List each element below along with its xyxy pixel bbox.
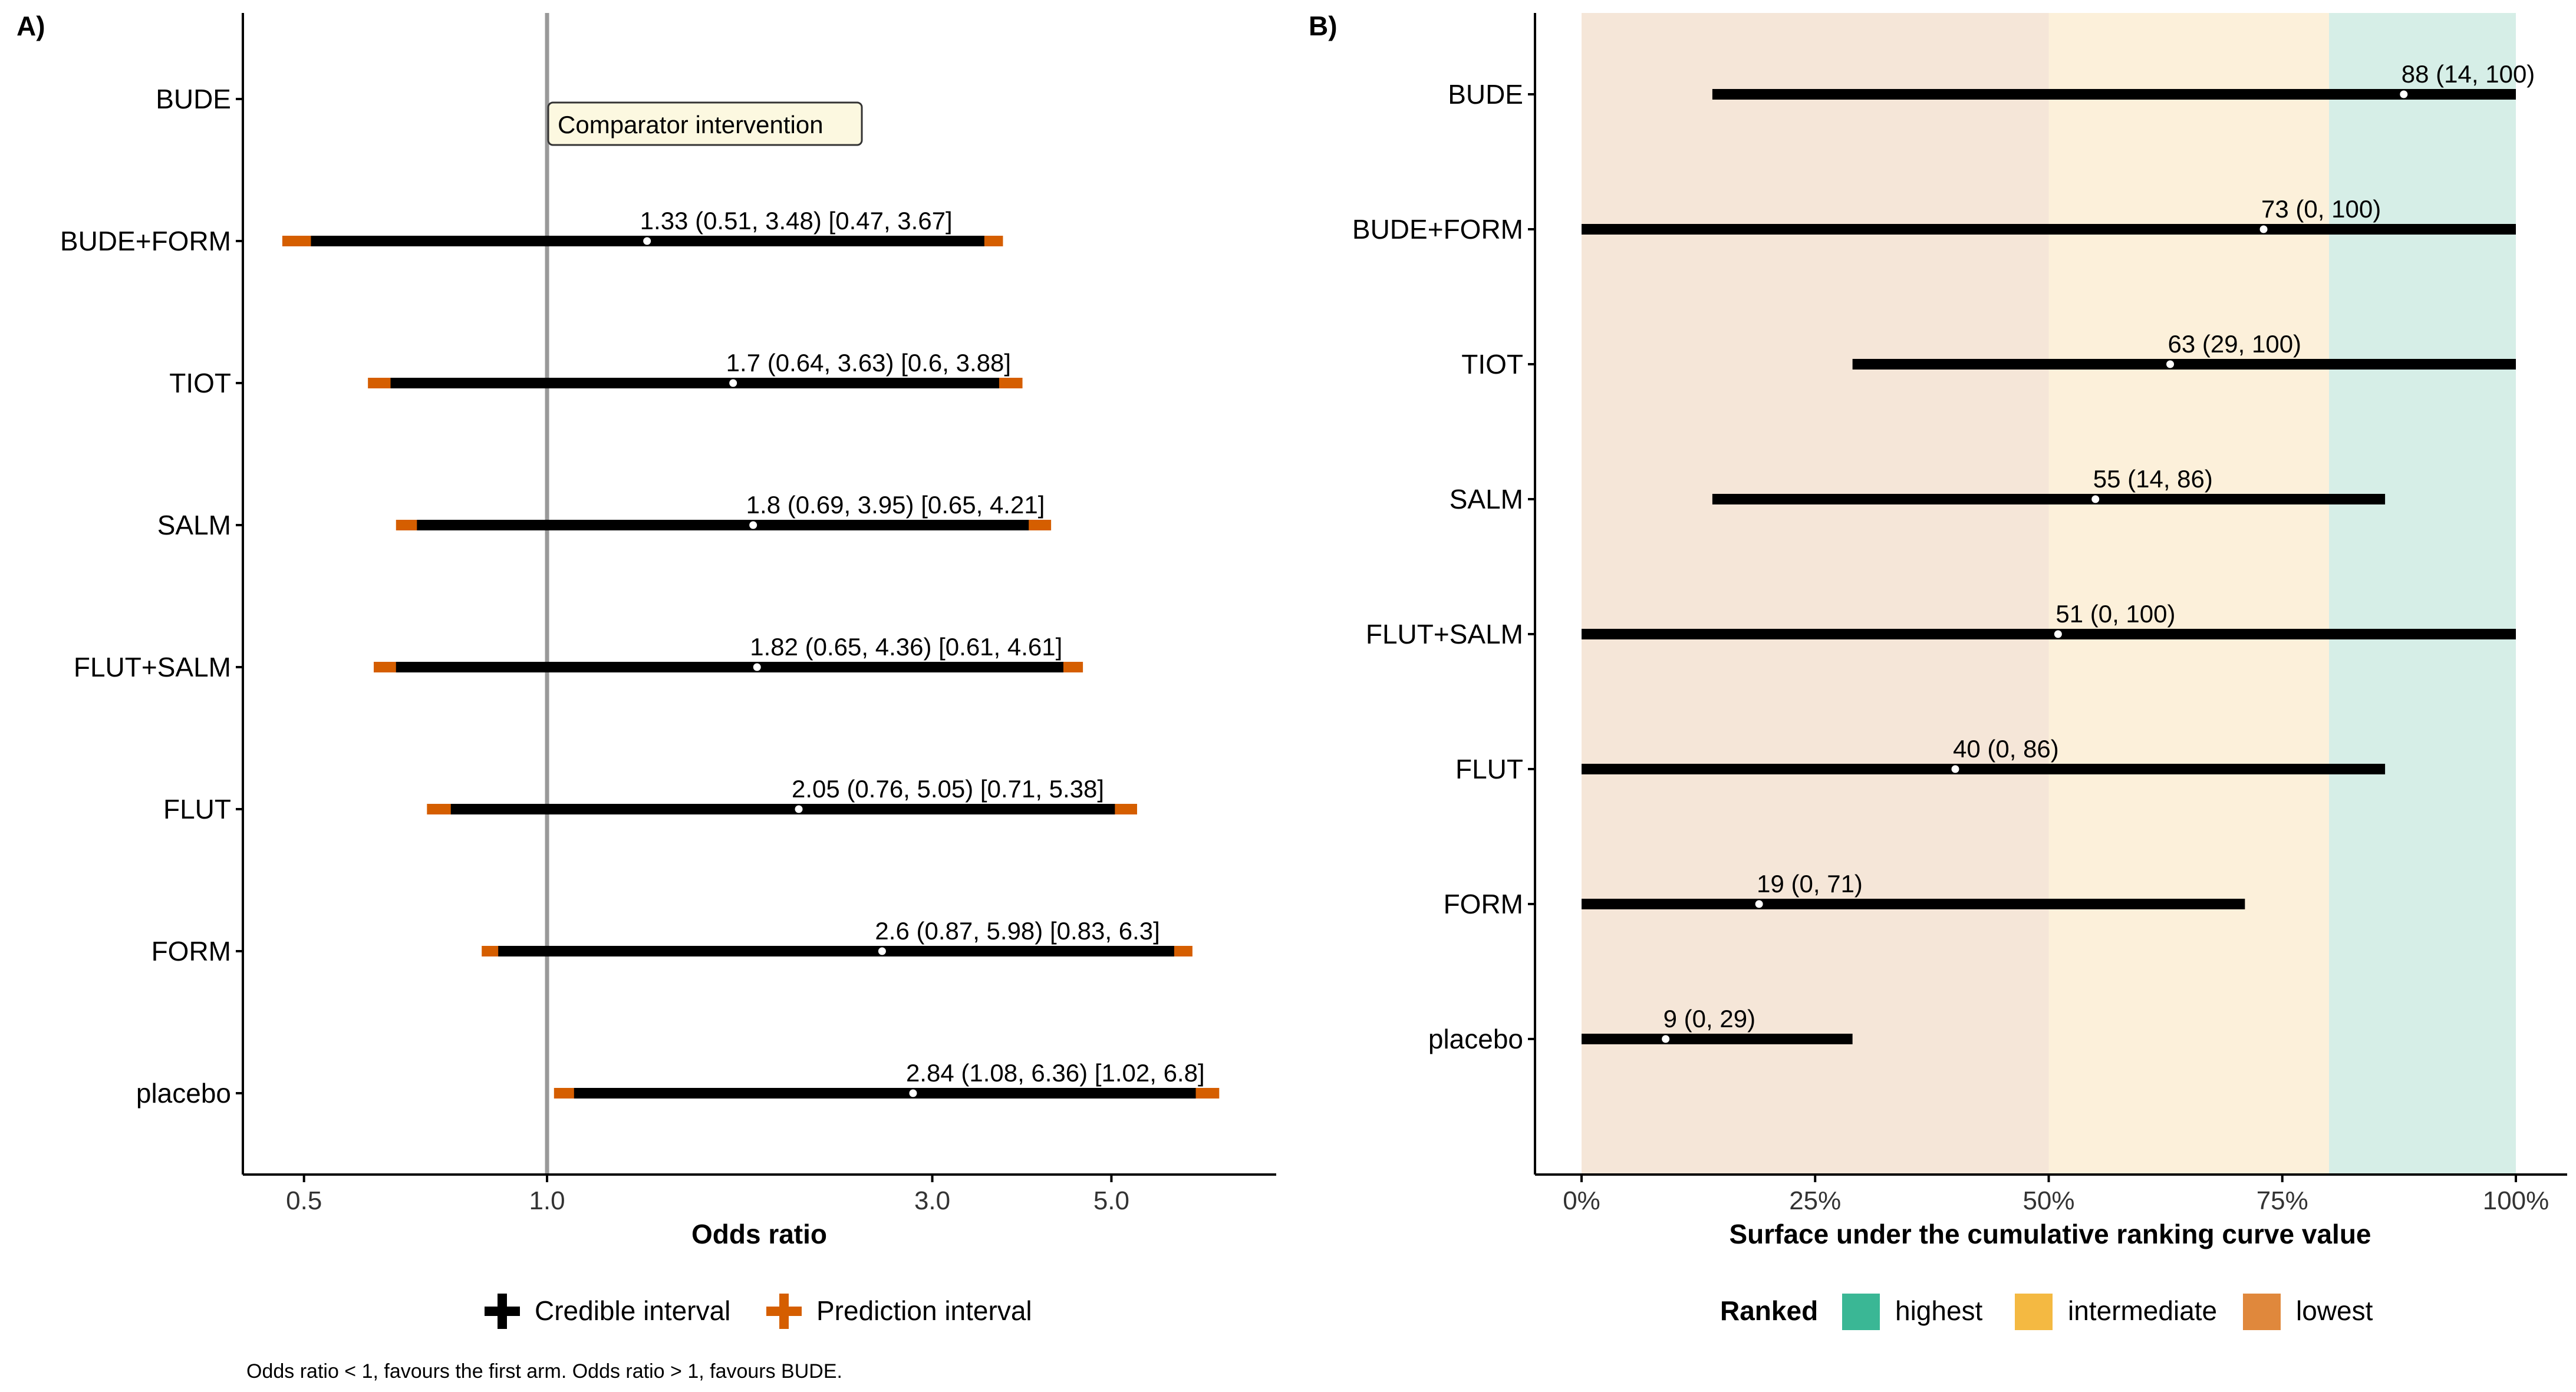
legend-title: Ranked: [1720, 1295, 1818, 1326]
data-label: 9 (0, 29): [1663, 1005, 1755, 1033]
panel-a-forest-plot: A) 1.33 (0.51, 3.48) [0.47, 3.67] 1.7 (0.…: [17, 11, 1276, 1249]
point-estimate: [2091, 495, 2100, 503]
data-label: 1.7 (0.64, 3.63) [0.6, 3.88]: [726, 349, 1011, 377]
reference-annotation-box: [547, 101, 863, 146]
x-tick-label: 100%: [2483, 1186, 2549, 1215]
panel-a-x-axis-title: Odds ratio: [691, 1219, 827, 1249]
point-estimate: [749, 521, 757, 529]
reference-annotation-text: Comparator intervention: [558, 111, 823, 138]
data-label: 40 (0, 86): [1953, 735, 2059, 763]
y-tick-label: placebo: [1428, 1024, 1523, 1054]
data-label: 1.82 (0.65, 4.36) [0.61, 4.61]: [750, 633, 1062, 661]
panel-b-legend: Ranked highest intermediate lowest: [1720, 1294, 2373, 1330]
data-label: 55 (14, 86): [2093, 465, 2213, 493]
y-tick-label: SALM: [1450, 484, 1523, 514]
data-label: 2.84 (1.08, 6.36) [1.02, 6.8]: [906, 1059, 1205, 1087]
x-tick-label: 5.0: [1093, 1186, 1129, 1215]
legend-label: intermediate: [2068, 1295, 2217, 1326]
data-label: 19 (0, 71): [1757, 870, 1863, 898]
y-tick-label: SALM: [157, 510, 231, 540]
ranking-band: [2048, 13, 2329, 1175]
x-tick-label: 3.0: [914, 1186, 950, 1215]
x-tick-label: 0.5: [286, 1186, 322, 1215]
ranking-band: [1582, 13, 2049, 1175]
y-tick-label: placebo: [136, 1078, 231, 1109]
data-label: 63 (29, 100): [2168, 330, 2302, 358]
data-label: 73 (0, 100): [2261, 195, 2381, 223]
point-estimate: [2400, 90, 2408, 98]
footnote: Odds ratio < 1, favours the first arm. O…: [246, 1360, 842, 1383]
x-tick-label: 75%: [2257, 1186, 2308, 1215]
data-label: 51 (0, 100): [2055, 600, 2175, 628]
data-label: 2.6 (0.87, 5.98) [0.83, 6.3]: [875, 917, 1159, 945]
y-tick-label: BUDE: [156, 84, 231, 114]
point-estimate: [2054, 630, 2062, 638]
legend-swatch: [2243, 1294, 2281, 1330]
legend-swatch: [1842, 1294, 1880, 1330]
data-label: 1.33 (0.51, 3.48) [0.47, 3.67]: [640, 207, 953, 235]
y-tick-label: FORM: [151, 936, 231, 967]
point-estimate: [729, 379, 737, 387]
point-estimate: [1755, 900, 1763, 908]
x-tick-label: 0%: [1563, 1186, 1600, 1215]
panel-a-legend: Credible interval Prediction interval: [485, 1294, 1032, 1329]
legend-key-v: [498, 1294, 507, 1329]
legend-label: Prediction interval: [816, 1295, 1032, 1326]
data-label: 1.8 (0.69, 3.95) [0.65, 4.21]: [746, 491, 1045, 519]
legend-label: Credible interval: [535, 1295, 730, 1326]
x-tick-label: 25%: [1789, 1186, 1841, 1215]
legend-label: highest: [1895, 1295, 1983, 1326]
panel-b-label: B): [1309, 11, 1338, 41]
point-estimate: [1662, 1035, 1670, 1043]
y-tick-label: FLUT: [163, 794, 231, 824]
y-tick-label: FLUT: [1455, 754, 1523, 784]
y-tick-label: FLUT+SALM: [74, 652, 231, 682]
y-tick-label: TIOT: [1461, 349, 1523, 380]
y-tick-label: BUDE: [1448, 79, 1523, 110]
y-tick-label: BUDE+FORM: [1352, 214, 1523, 245]
data-label: 2.05 (0.76, 5.05) [0.71, 5.38]: [792, 775, 1104, 803]
point-estimate: [878, 947, 886, 955]
y-tick-label: FORM: [1444, 889, 1523, 919]
point-estimate: [2166, 360, 2175, 368]
point-estimate: [909, 1089, 917, 1097]
point-estimate: [1951, 765, 1959, 773]
data-label: 88 (14, 100): [2402, 60, 2535, 88]
y-tick-label: FLUT+SALM: [1366, 619, 1523, 649]
panel-b-x-axis-title: Surface under the cumulative ranking cur…: [1729, 1219, 2371, 1249]
y-tick-label: BUDE+FORM: [60, 226, 231, 256]
point-estimate: [2259, 225, 2268, 233]
legend-swatch: [2015, 1294, 2053, 1330]
y-tick-label: TIOT: [169, 368, 231, 398]
legend-label: lowest: [2296, 1295, 2373, 1326]
x-tick-label: 50%: [2022, 1186, 2074, 1215]
ranking-band: [2329, 13, 2516, 1175]
legend-key-v: [779, 1294, 789, 1329]
point-estimate: [643, 237, 651, 245]
panel-b-sucra-plot: B) 88 (14, 100) 73 (0, 100) 63 (29, 100) 55…: [1309, 11, 2567, 1249]
x-tick-label: 1.0: [529, 1186, 565, 1215]
point-estimate: [795, 805, 803, 813]
point-estimate: [753, 663, 761, 671]
panel-a-label: A): [17, 11, 45, 41]
